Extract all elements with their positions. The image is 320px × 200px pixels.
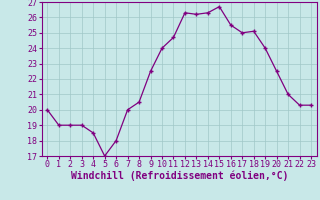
X-axis label: Windchill (Refroidissement éolien,°C): Windchill (Refroidissement éolien,°C) bbox=[70, 171, 288, 181]
